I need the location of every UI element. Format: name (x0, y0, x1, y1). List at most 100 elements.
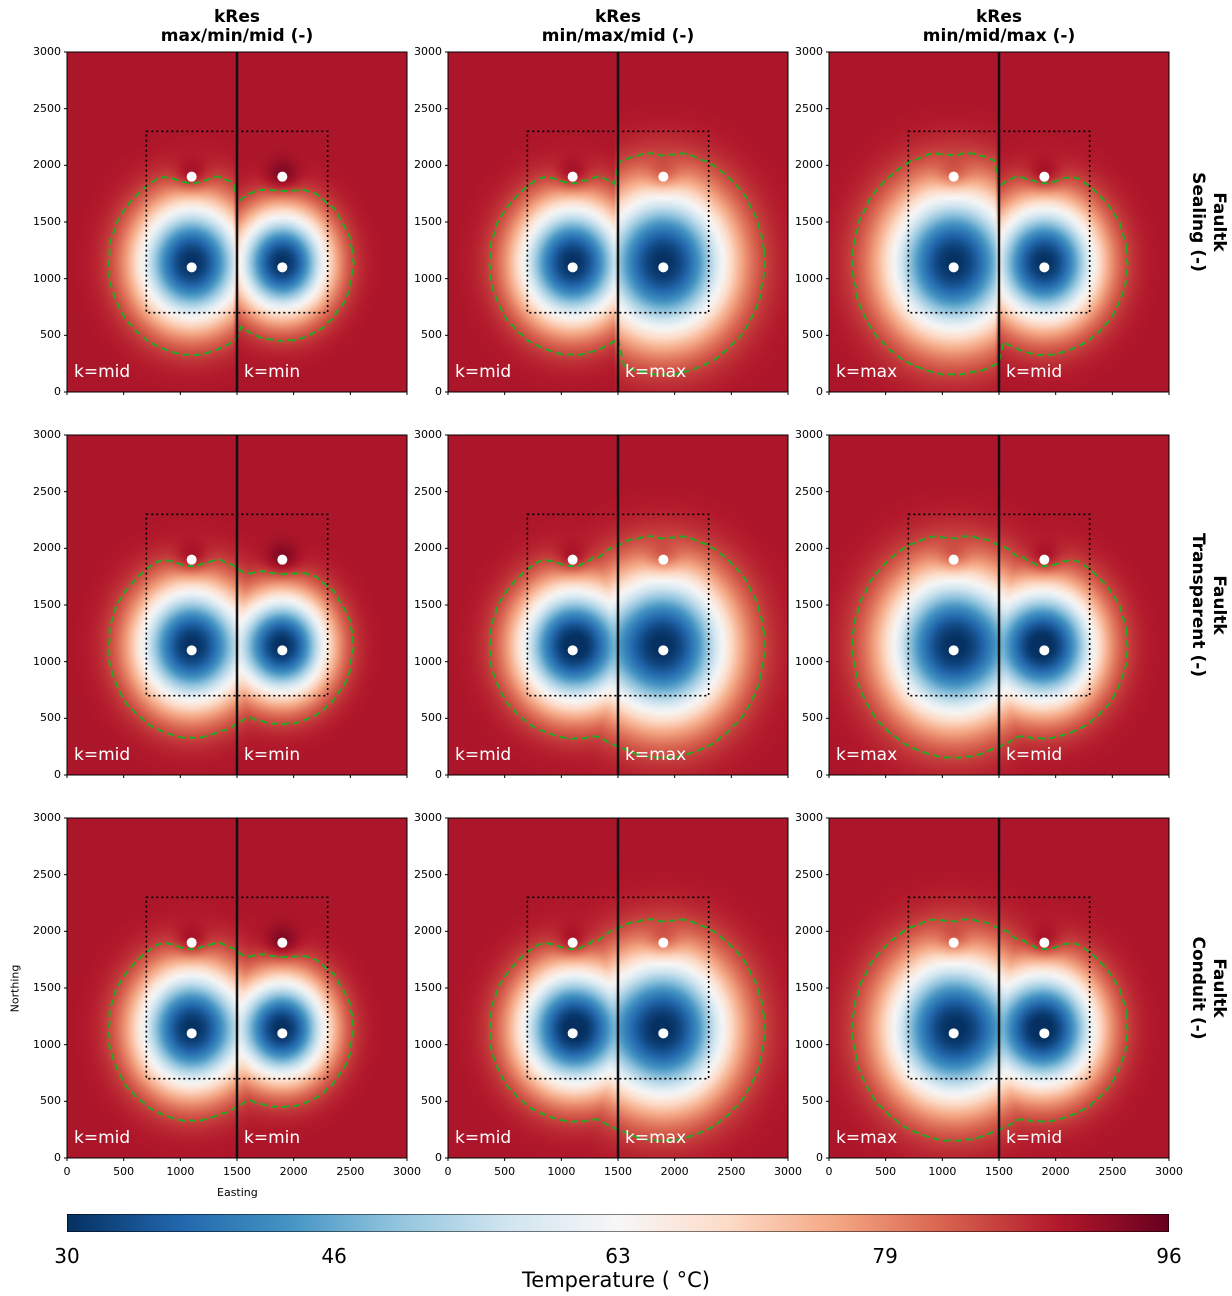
x-tick-label: 3000 (393, 1165, 421, 1178)
y-tick-label: 2000 (414, 158, 442, 172)
x-tick-label: 2500 (336, 1165, 365, 1178)
y-tick-label: 1500 (414, 981, 442, 994)
k-label-right: k=max (625, 1128, 686, 1148)
well-marker-2 (186, 1028, 197, 1039)
column-subtitle-1: min/max/mid (-) (541, 26, 695, 46)
row-title-1: Faultk (1209, 575, 1229, 635)
y-tick-label: 0 (816, 1151, 823, 1164)
x-tick-label: 3000 (774, 1165, 802, 1178)
column-subtitle-2: min/mid/max (-) (922, 26, 1076, 46)
well-marker-0 (948, 554, 959, 565)
colorbar-tick-label: 46 (321, 1244, 347, 1268)
y-tick-label: 500 (421, 1094, 442, 1108)
y-tick-label: 1500 (795, 215, 823, 228)
y-tick-label: 2000 (795, 158, 823, 172)
y-tick-label: 1000 (33, 654, 61, 668)
y-axis-label: Northing (8, 964, 22, 1013)
y-tick-label: 3000 (795, 45, 823, 58)
well-marker-2 (186, 645, 197, 656)
row-subtitle-1: Transparent (-) (1188, 532, 1208, 678)
well-marker-1 (658, 937, 669, 948)
well-marker-2 (948, 645, 959, 656)
well-marker-0 (567, 937, 578, 948)
well-marker-0 (186, 554, 197, 565)
x-tick-label: 2000 (660, 1165, 689, 1178)
y-tick-label: 1000 (414, 1037, 442, 1051)
well-marker-2 (948, 1028, 959, 1039)
y-tick-label: 3000 (33, 428, 61, 441)
well-marker-0 (186, 937, 197, 948)
well-marker-1 (1039, 554, 1050, 565)
y-tick-label: 2500 (414, 101, 442, 115)
well-marker-2 (567, 645, 578, 656)
k-label-right: k=mid (1006, 745, 1062, 765)
y-tick-label: 2500 (795, 484, 823, 498)
well-marker-1 (1039, 937, 1050, 948)
y-tick-label: 2000 (414, 924, 442, 938)
column-title-1: kRes (594, 7, 642, 27)
well-marker-3 (658, 645, 669, 656)
x-tick-label: 1500 (223, 1165, 251, 1178)
y-tick-label: 3000 (414, 428, 442, 441)
k-label-right: k=max (625, 745, 686, 765)
x-tick-label: 500 (494, 1165, 516, 1178)
y-tick-label: 2000 (795, 541, 823, 555)
well-marker-3 (1039, 262, 1050, 273)
column-title-0: kRes (213, 7, 261, 27)
x-tick-label: 2000 (279, 1165, 308, 1178)
row-title-0: Faultk (1209, 192, 1229, 252)
k-label-right: k=min (244, 362, 300, 382)
k-label-left: k=max (836, 362, 897, 382)
k-label-left: k=mid (74, 745, 130, 765)
well-marker-3 (658, 1028, 669, 1039)
y-tick-label: 1500 (33, 598, 61, 611)
y-tick-label: 0 (816, 385, 823, 398)
well-marker-3 (277, 262, 288, 273)
well-marker-2 (567, 262, 578, 273)
k-label-left: k=mid (455, 362, 511, 382)
well-marker-3 (658, 262, 669, 273)
y-tick-label: 2000 (33, 924, 61, 938)
y-tick-label: 0 (54, 1151, 61, 1164)
colorbar-label: Temperature ( °C) (522, 1268, 710, 1292)
well-marker-1 (277, 937, 288, 948)
panel-r1-c1: k=mid k=max (445, 434, 789, 778)
y-tick-label: 2000 (414, 541, 442, 555)
k-label-right: k=max (625, 362, 686, 382)
well-marker-0 (567, 554, 578, 565)
well-marker-3 (1039, 1028, 1050, 1039)
x-tick-label: 1000 (928, 1165, 957, 1178)
x-tick-label: 1000 (547, 1165, 576, 1178)
column-subtitle-0: max/min/mid (-) (160, 26, 314, 46)
well-marker-3 (277, 645, 288, 656)
contour-line (488, 918, 767, 1142)
well-marker-1 (658, 554, 669, 565)
colorbar-tick-label: 30 (54, 1244, 80, 1268)
x-tick-label: 1500 (985, 1165, 1013, 1178)
y-tick-label: 2500 (414, 484, 442, 498)
panel-r2-c1: k=mid k=max (445, 817, 789, 1161)
y-tick-label: 2000 (33, 158, 61, 172)
y-tick-label: 1500 (33, 215, 61, 228)
panel-r1-c0: k=mid k=min (64, 434, 408, 778)
y-tick-label: 500 (802, 328, 823, 342)
well-marker-2 (948, 262, 959, 273)
k-label-left: k=mid (455, 745, 511, 765)
x-tick-label: 2500 (1098, 1165, 1127, 1178)
y-tick-label: 1000 (795, 654, 823, 668)
y-tick-label: 0 (435, 1151, 442, 1164)
y-tick-label: 2500 (795, 867, 823, 881)
k-label-right: k=mid (1006, 362, 1062, 382)
y-tick-label: 500 (802, 711, 823, 725)
contour-line (107, 558, 355, 740)
panel-r2-c2: k=max k=mid (826, 817, 1170, 1161)
y-tick-label: 1500 (33, 981, 61, 994)
k-label-left: k=mid (74, 362, 130, 382)
colorbar-tick-label: 96 (1156, 1244, 1182, 1268)
contour-line (107, 175, 355, 357)
well-marker-3 (1039, 645, 1050, 656)
row-subtitle-0: Sealing (-) (1188, 172, 1208, 272)
k-label-right: k=mid (1006, 1128, 1062, 1148)
y-tick-label: 1500 (795, 981, 823, 994)
y-tick-label: 0 (435, 768, 442, 781)
